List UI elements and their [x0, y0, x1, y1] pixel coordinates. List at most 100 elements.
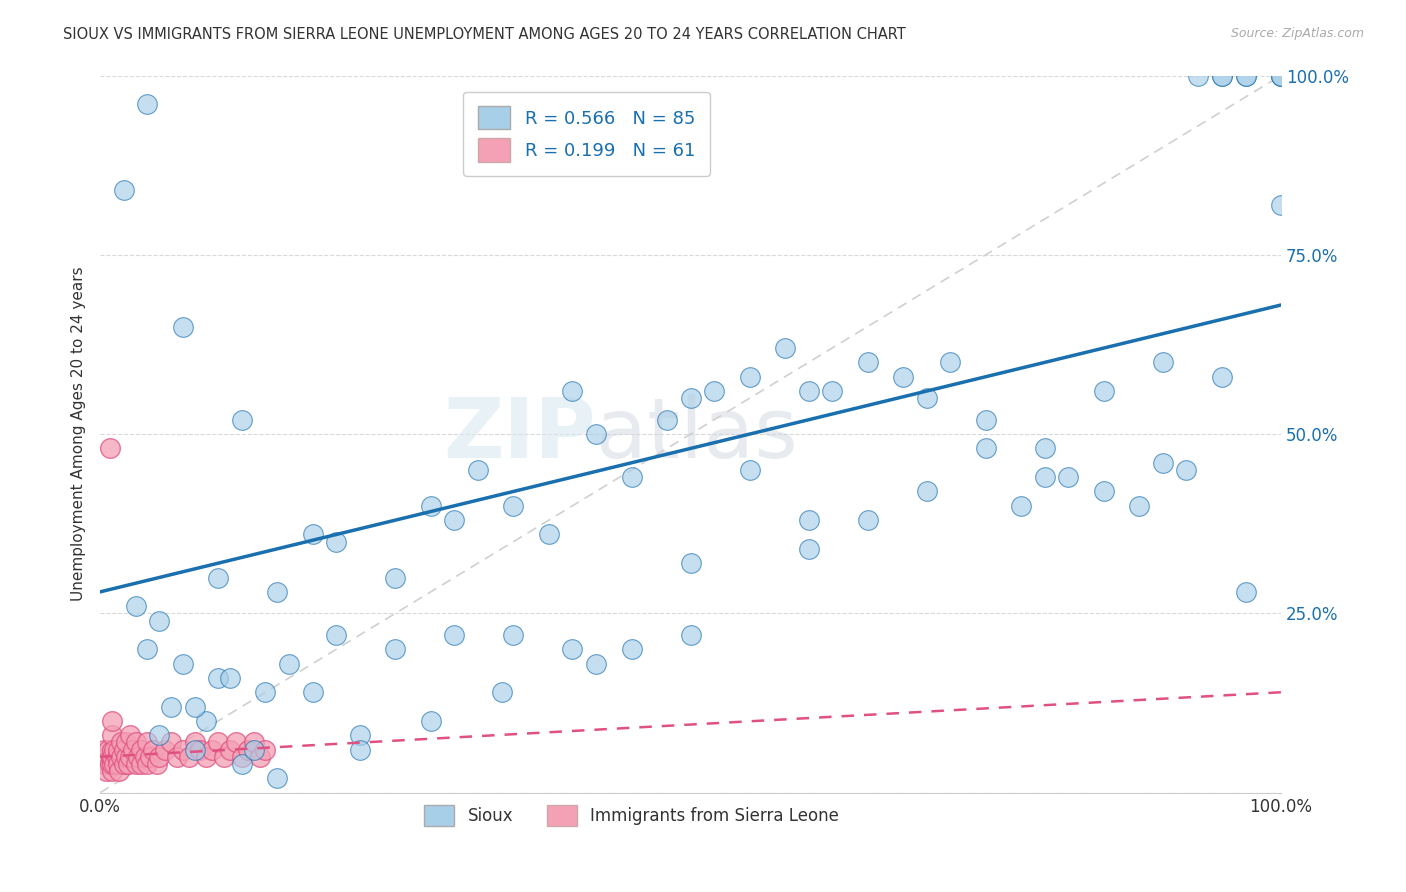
Point	[915, 391, 938, 405]
Point	[443, 513, 465, 527]
Point	[679, 628, 702, 642]
Point	[172, 319, 194, 334]
Point	[561, 642, 583, 657]
Point	[172, 657, 194, 671]
Point	[384, 642, 406, 657]
Point	[148, 749, 170, 764]
Point	[301, 685, 323, 699]
Point	[103, 756, 125, 771]
Point	[655, 413, 678, 427]
Point	[1234, 585, 1257, 599]
Point	[131, 742, 153, 756]
Point	[146, 756, 169, 771]
Point	[974, 442, 997, 456]
Point	[679, 391, 702, 405]
Point	[1270, 69, 1292, 83]
Point	[502, 499, 524, 513]
Point	[1152, 355, 1174, 369]
Point	[136, 756, 159, 771]
Point	[1270, 69, 1292, 83]
Point	[939, 355, 962, 369]
Text: SIOUX VS IMMIGRANTS FROM SIERRA LEONE UNEMPLOYMENT AMONG AGES 20 TO 24 YEARS COR: SIOUX VS IMMIGRANTS FROM SIERRA LEONE UN…	[63, 27, 905, 42]
Point	[94, 764, 117, 779]
Point	[172, 742, 194, 756]
Point	[254, 685, 277, 699]
Point	[131, 756, 153, 771]
Point	[96, 749, 118, 764]
Point	[138, 749, 160, 764]
Point	[419, 499, 441, 513]
Point	[1057, 470, 1080, 484]
Point	[249, 749, 271, 764]
Point	[585, 657, 607, 671]
Point	[1187, 69, 1209, 83]
Point	[105, 749, 128, 764]
Point	[110, 735, 132, 749]
Point	[1033, 470, 1056, 484]
Legend: Sioux, Immigrants from Sierra Leone: Sioux, Immigrants from Sierra Leone	[416, 797, 846, 835]
Point	[110, 749, 132, 764]
Point	[100, 749, 122, 764]
Point	[1211, 69, 1233, 83]
Point	[738, 369, 761, 384]
Point	[177, 749, 200, 764]
Point	[183, 735, 205, 749]
Text: atlas: atlas	[596, 393, 797, 475]
Point	[1175, 463, 1198, 477]
Point	[195, 714, 218, 728]
Point	[797, 384, 820, 398]
Point	[212, 749, 235, 764]
Point	[1033, 442, 1056, 456]
Point	[118, 749, 141, 764]
Point	[134, 749, 156, 764]
Point	[679, 556, 702, 570]
Point	[94, 756, 117, 771]
Text: Source: ZipAtlas.com: Source: ZipAtlas.com	[1230, 27, 1364, 40]
Point	[97, 742, 120, 756]
Point	[242, 742, 264, 756]
Point	[98, 442, 121, 456]
Point	[183, 742, 205, 756]
Point	[201, 742, 224, 756]
Point	[112, 742, 135, 756]
Point	[101, 742, 124, 756]
Point	[112, 183, 135, 197]
Point	[856, 513, 879, 527]
Point	[915, 484, 938, 499]
Point	[207, 671, 229, 685]
Point	[160, 735, 183, 749]
Point	[107, 742, 129, 756]
Point	[195, 749, 218, 764]
Point	[219, 742, 242, 756]
Point	[1211, 369, 1233, 384]
Point	[278, 657, 301, 671]
Point	[1211, 69, 1233, 83]
Point	[231, 413, 253, 427]
Point	[561, 384, 583, 398]
Point	[231, 749, 253, 764]
Point	[142, 742, 165, 756]
Point	[1270, 197, 1292, 211]
Point	[236, 742, 259, 756]
Point	[148, 614, 170, 628]
Point	[325, 628, 347, 642]
Point	[856, 355, 879, 369]
Point	[797, 513, 820, 527]
Point	[115, 749, 138, 764]
Point	[91, 749, 114, 764]
Point	[148, 728, 170, 742]
Point	[219, 671, 242, 685]
Point	[797, 541, 820, 556]
Point	[124, 599, 146, 614]
Point	[502, 628, 524, 642]
Point	[112, 756, 135, 771]
Point	[93, 742, 115, 756]
Point	[1010, 499, 1032, 513]
Point	[349, 728, 371, 742]
Point	[703, 384, 725, 398]
Point	[1092, 384, 1115, 398]
Point	[325, 534, 347, 549]
Point	[108, 764, 131, 779]
Point	[225, 735, 247, 749]
Point	[101, 756, 124, 771]
